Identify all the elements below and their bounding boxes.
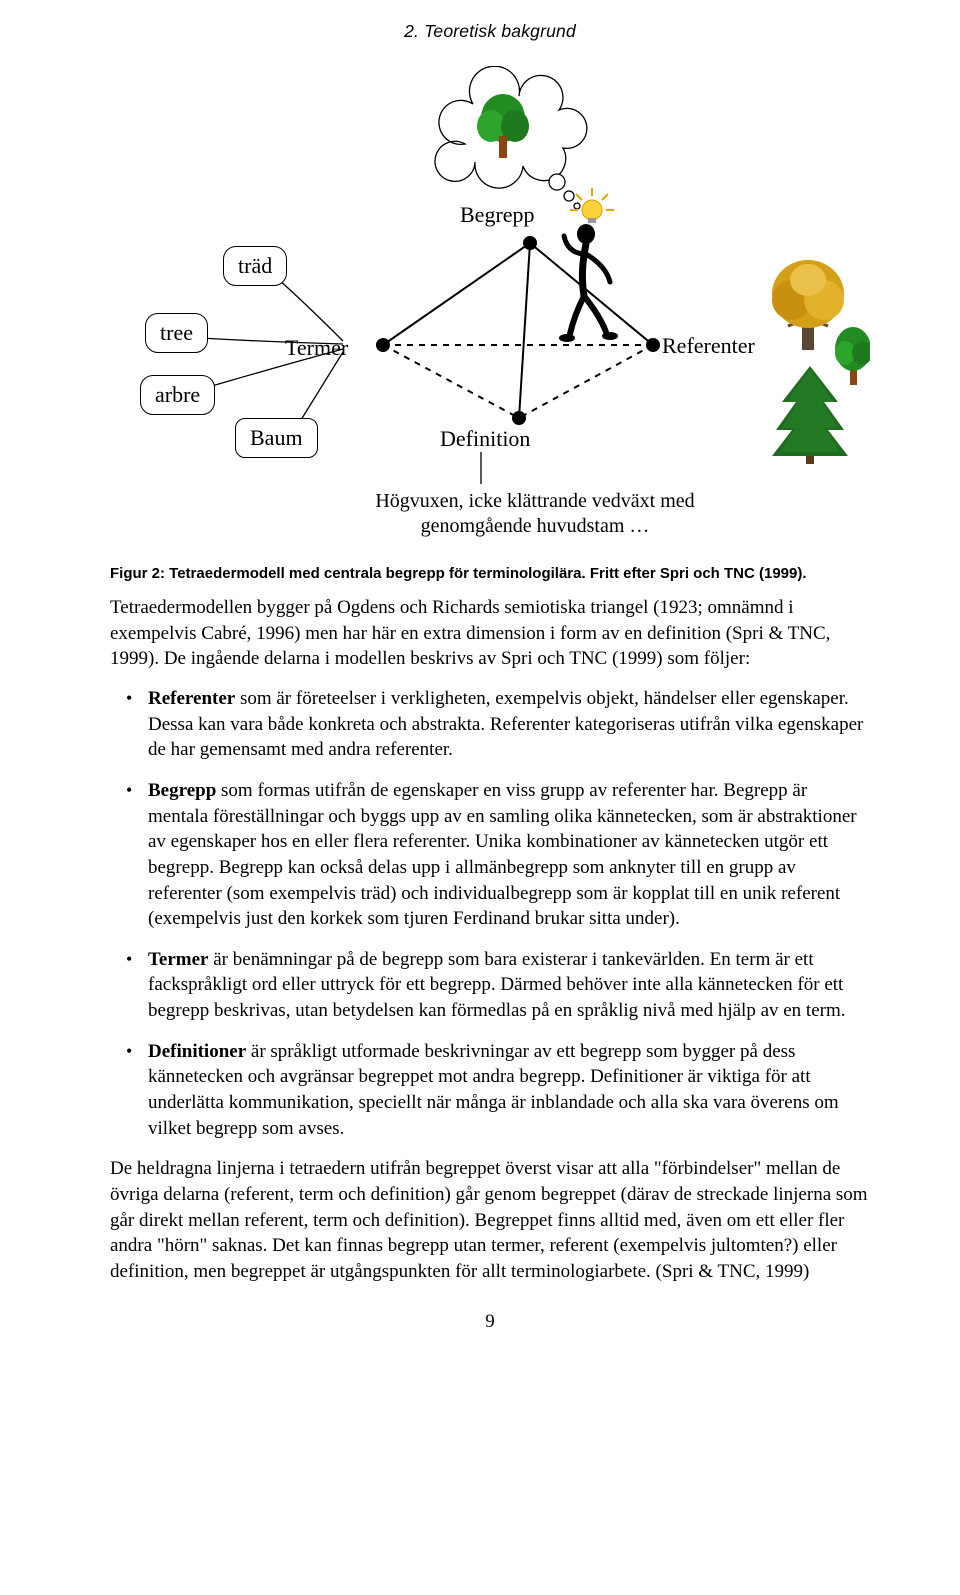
word-label-trad: träd [223,246,287,287]
chapter-header: 2. Teoretisk bakgrund [110,20,870,44]
figure-caption: Figur 2: Tetraedermodell med centrala be… [110,564,870,584]
bullet-bold: Begrepp [148,780,216,801]
bullet-bold: Referenter [148,688,235,709]
bullet-item: Begrepp som formas utifrån de egenskaper… [110,778,870,932]
tetrahedron-diagram: Begrepp Termer Referenter Definition Hög… [110,66,870,556]
word-label-baum: Baum [235,418,318,459]
bullet-item: Referenter som är företeelser i verkligh… [110,686,870,763]
diagram-label-termer: Termer [285,333,348,363]
bullet-text: är benämningar på de begrepp som bara ex… [148,949,846,1021]
diagram-svg [110,66,870,556]
word-label-arbre: arbre [140,375,215,416]
closing-paragraph: De heldragna linjerna i tetraedern utifr… [110,1156,870,1284]
bullet-bold: Definitioner [148,1041,246,1062]
diagram-definition-text: Högvuxen, icke klättrande vedväxt med ge… [360,489,710,539]
bullet-item: Termer är benämningar på de begrepp som … [110,947,870,1024]
diagram-label-referenter: Referenter [662,331,755,361]
person-icon [559,224,618,342]
word-label-tree: tree [145,313,208,354]
node-termer [376,338,390,352]
bullet-text: som formas utifrån de egenskaper en viss… [148,780,857,929]
bullet-bold: Termer [148,949,209,970]
node-begrepp [523,236,537,250]
tree-conifer-icon [772,366,848,464]
bullet-list: Referenter som är företeelser i verkligh… [110,686,870,1141]
bullet-text: är språkligt utformade beskrivningar av … [148,1041,839,1139]
node-referenter [646,338,660,352]
thought-cloud-icon [435,66,587,209]
intro-paragraph: Tetraedermodellen bygger på Ogdens och R… [110,595,870,672]
diagram-label-begrepp: Begrepp [460,200,535,230]
diagram-label-definition: Definition [440,424,530,454]
bullet-text: som är företeelser i verkligheten, exemp… [148,688,863,760]
tree-green-icon [835,327,870,385]
tree-deciduous-icon [772,260,844,350]
node-definition [512,411,526,425]
bullet-item: Definitioner är språkligt utformade besk… [110,1039,870,1142]
page-number: 9 [110,1309,870,1335]
